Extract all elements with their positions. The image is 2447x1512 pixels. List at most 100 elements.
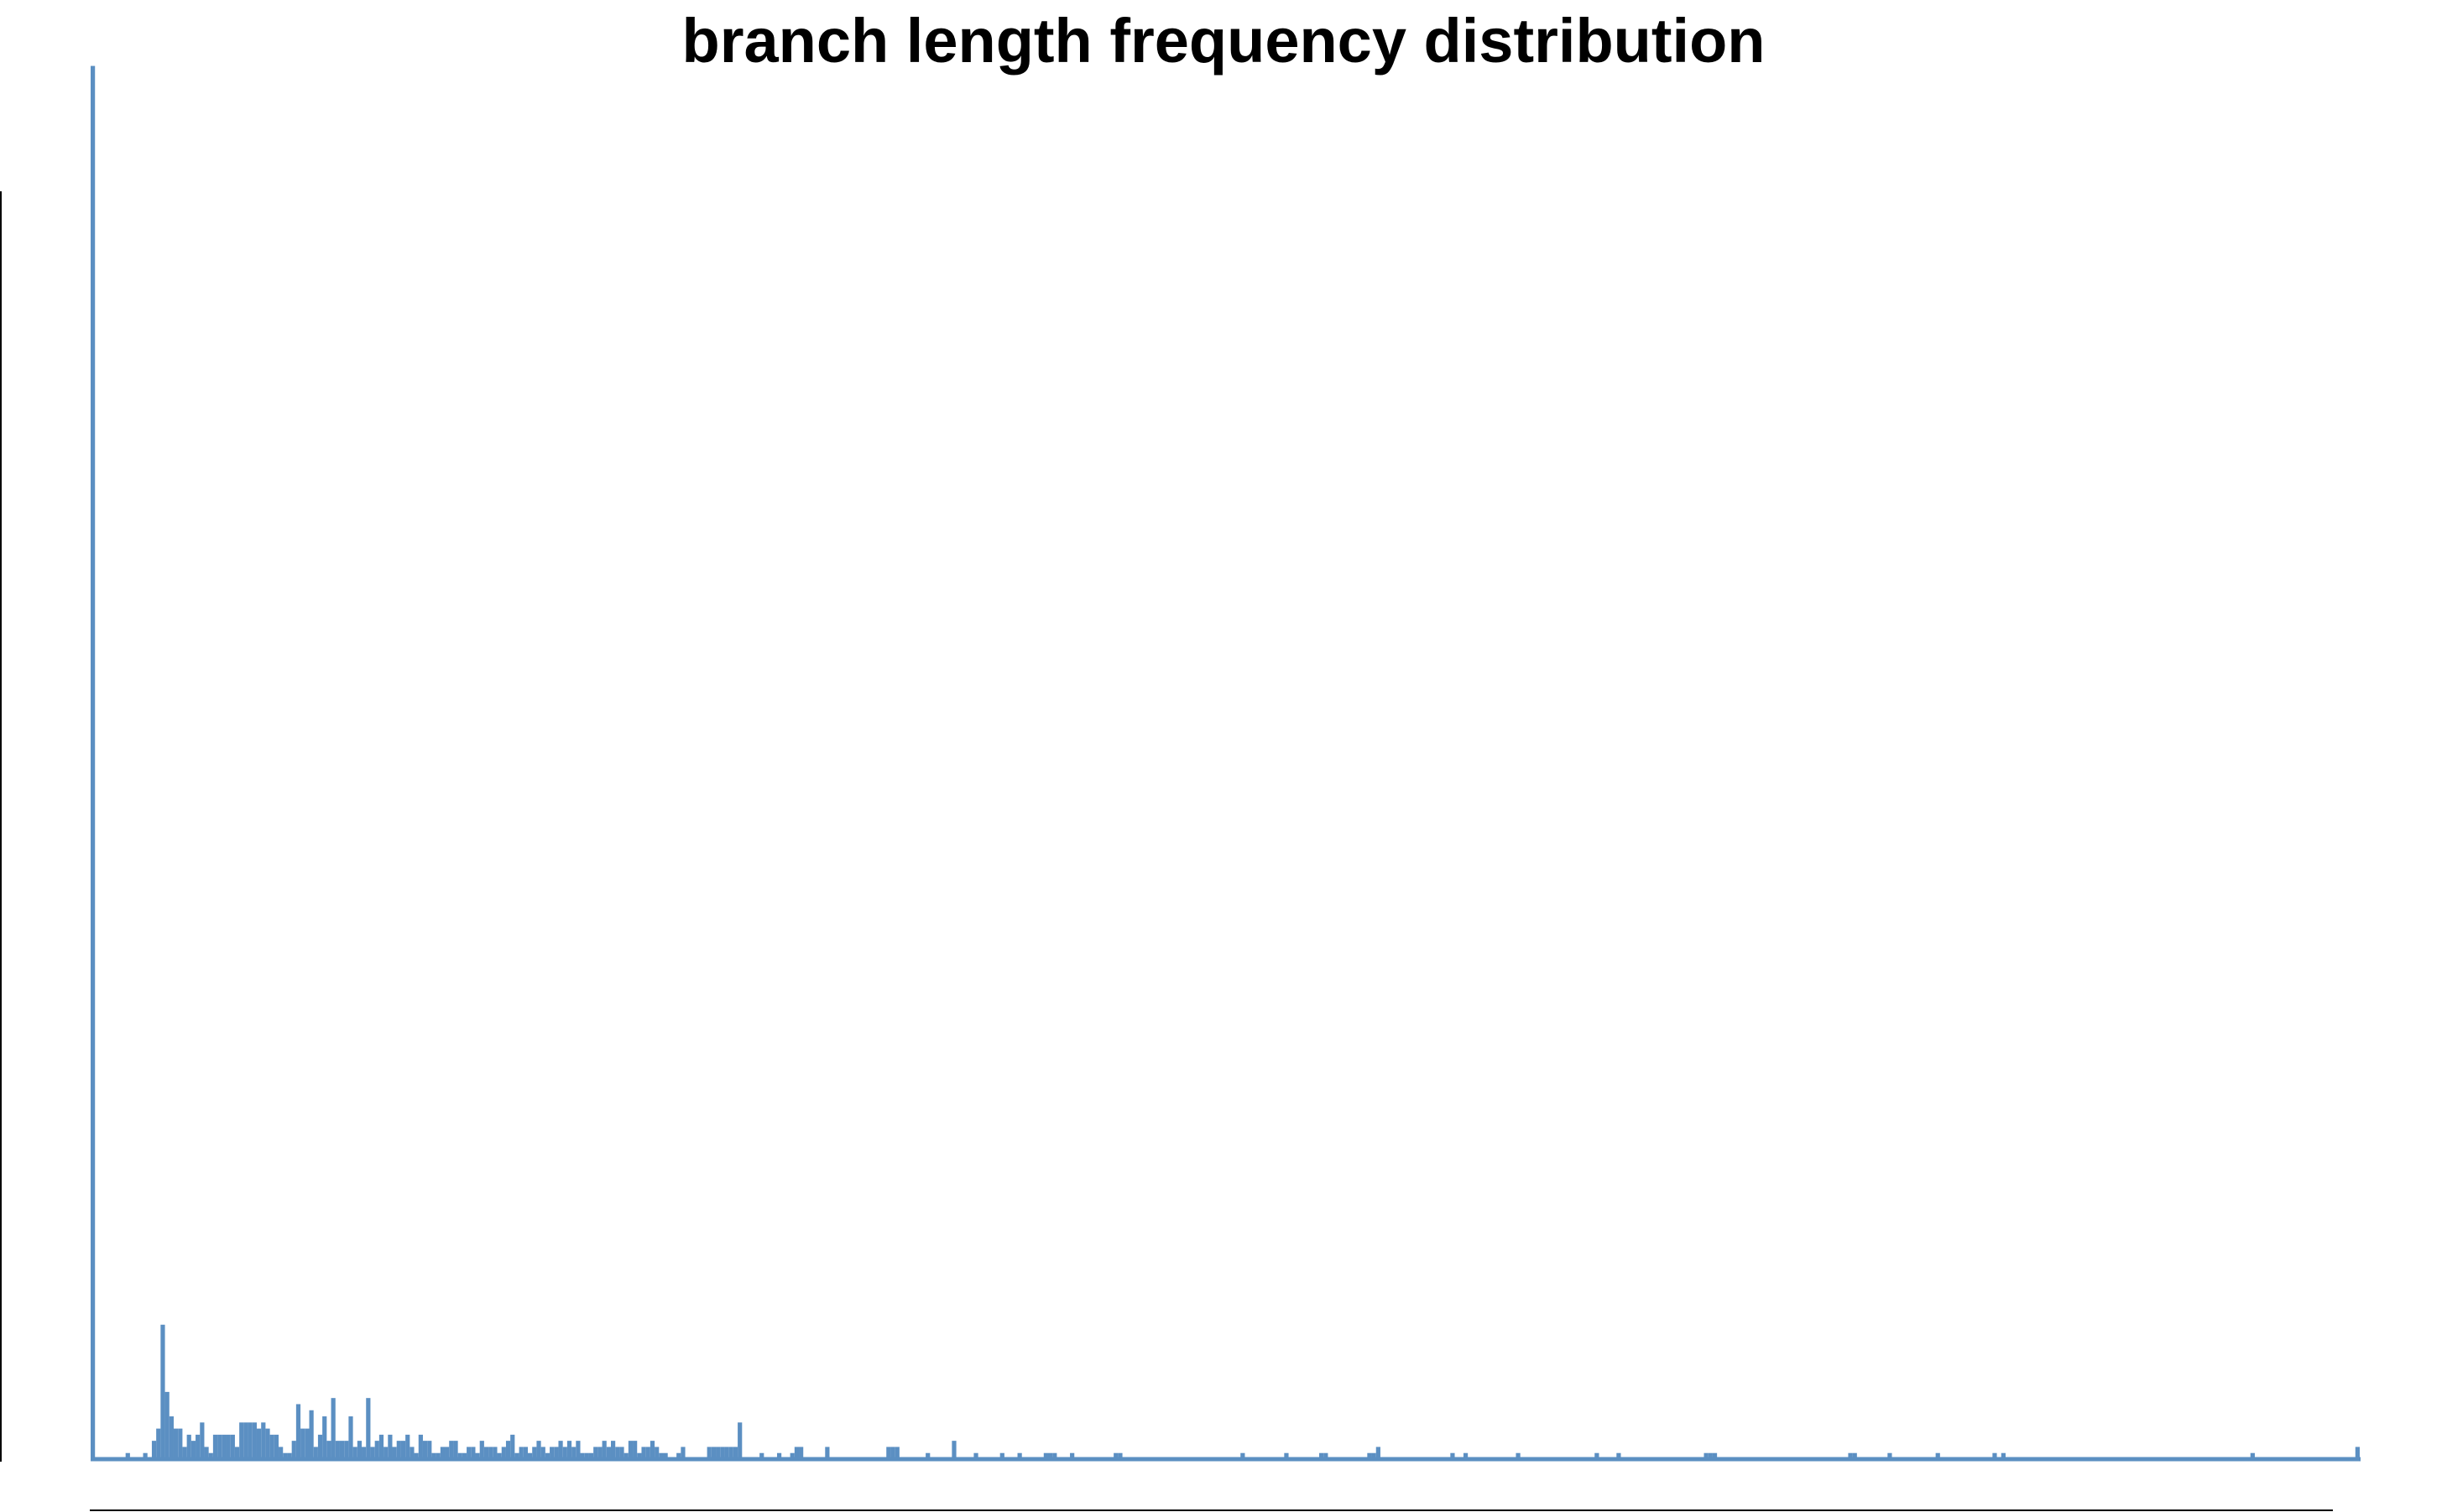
histogram-bar (326, 1441, 331, 1459)
histogram-bar (738, 1422, 743, 1459)
histogram-bar (309, 1410, 314, 1459)
histogram-bar (156, 1428, 161, 1459)
histogram-bar (462, 1452, 467, 1459)
histogram-bar (707, 1447, 712, 1459)
histogram-bar (388, 1434, 393, 1459)
histogram-bar (659, 1452, 664, 1459)
histogram-bar (720, 1447, 725, 1459)
histogram-bar (352, 1447, 357, 1459)
histogram-bar (576, 1441, 581, 1459)
histogram-bar (475, 1452, 480, 1459)
histogram-bar (169, 1416, 174, 1459)
histogram-bar (1712, 1452, 1718, 1459)
histogram-bar (252, 1422, 257, 1459)
histogram-bar (261, 1422, 266, 1459)
histogram-bar (344, 1441, 349, 1459)
histogram-bar (226, 1434, 231, 1459)
histogram-bar (405, 1434, 410, 1459)
histogram-bar (562, 1447, 567, 1459)
histogram-bar (588, 1452, 594, 1459)
histogram-bar (348, 1416, 353, 1459)
histogram-bar (222, 1434, 227, 1459)
histogram-bar (926, 1452, 931, 1459)
histogram-bar (790, 1452, 795, 1459)
histogram-bar (999, 1452, 1004, 1459)
histogram-bar (890, 1447, 895, 1459)
histogram-bar (291, 1441, 296, 1459)
histogram-bar (505, 1441, 511, 1459)
histogram-bar (396, 1441, 401, 1459)
histogram-bar (234, 1447, 240, 1459)
histogram-bar (1017, 1452, 1022, 1459)
histogram-bar (178, 1428, 183, 1459)
histogram-bar (457, 1452, 462, 1459)
histogram-bar (366, 1398, 371, 1459)
histogram-bar (610, 1441, 616, 1459)
histogram-bar (497, 1452, 502, 1459)
histogram-bar (239, 1422, 244, 1459)
histogram-bar (449, 1441, 454, 1459)
histogram-bar (1935, 1452, 1940, 1459)
histogram-bar (339, 1441, 345, 1459)
histogram-bar (322, 1416, 327, 1459)
histogram-bar (554, 1447, 559, 1459)
histogram-bar (422, 1441, 428, 1459)
histogram-bar (431, 1452, 436, 1459)
histogram-bar (243, 1422, 248, 1459)
histogram-bar (1070, 1452, 1075, 1459)
histogram-bar (528, 1452, 533, 1459)
histogram-bar (230, 1434, 235, 1459)
histogram-bar (200, 1422, 205, 1459)
histogram-bar (663, 1452, 668, 1459)
histogram-bar (331, 1398, 336, 1459)
histogram-bar (357, 1441, 363, 1459)
histogram-bar (794, 1447, 800, 1459)
histogram-bar (453, 1441, 458, 1459)
histogram-bar (1284, 1452, 1289, 1459)
histogram-bar (584, 1452, 589, 1459)
histogram-bar (532, 1447, 537, 1459)
histogram-bar (164, 1391, 170, 1459)
histogram-bar (681, 1447, 686, 1459)
histogram-bar (1043, 1452, 1048, 1459)
histogram-bar (799, 1447, 804, 1459)
histogram-bar (716, 1447, 721, 1459)
histogram-bar (1052, 1452, 1057, 1459)
histogram-bar (606, 1447, 611, 1459)
histogram-bar (300, 1428, 305, 1459)
histogram-bar (2001, 1452, 2006, 1459)
histogram-bar (1114, 1452, 1119, 1459)
histogram-bar (410, 1447, 415, 1459)
histogram-bar (248, 1422, 253, 1459)
histogram-bar (1516, 1452, 1521, 1459)
histogram-bar (711, 1447, 717, 1459)
histogram-bar (1887, 1452, 1892, 1459)
histogram-bar (160, 1324, 165, 1459)
histogram-bar (493, 1447, 498, 1459)
histogram-bar (1371, 1452, 1376, 1459)
histogram-bar (418, 1434, 423, 1459)
histogram-bar (467, 1447, 472, 1459)
histogram-bar (676, 1452, 681, 1459)
histogram-bar (445, 1447, 450, 1459)
histogram-bar (523, 1447, 528, 1459)
histogram-bar (602, 1441, 607, 1459)
histogram-bar (190, 1441, 196, 1459)
histogram-bar (1375, 1447, 1380, 1459)
histogram-bar (1118, 1452, 1123, 1459)
histogram-bar (427, 1441, 432, 1459)
histogram-bar (973, 1452, 978, 1459)
histogram-bar (483, 1447, 489, 1459)
histogram-bar (628, 1441, 634, 1459)
chart-title: branch length frequency distribution (681, 6, 1766, 76)
histogram-bar (571, 1447, 577, 1459)
histogram-bar (305, 1428, 310, 1459)
histogram-bar (440, 1447, 446, 1459)
histogram-bar (593, 1447, 598, 1459)
histogram-bar (196, 1434, 201, 1459)
histogram-bar (1367, 1452, 1372, 1459)
histogram-bar (488, 1447, 493, 1459)
histogram-bar (536, 1441, 541, 1459)
histogram-bar (91, 65, 96, 1460)
histogram-bar (776, 1452, 782, 1459)
